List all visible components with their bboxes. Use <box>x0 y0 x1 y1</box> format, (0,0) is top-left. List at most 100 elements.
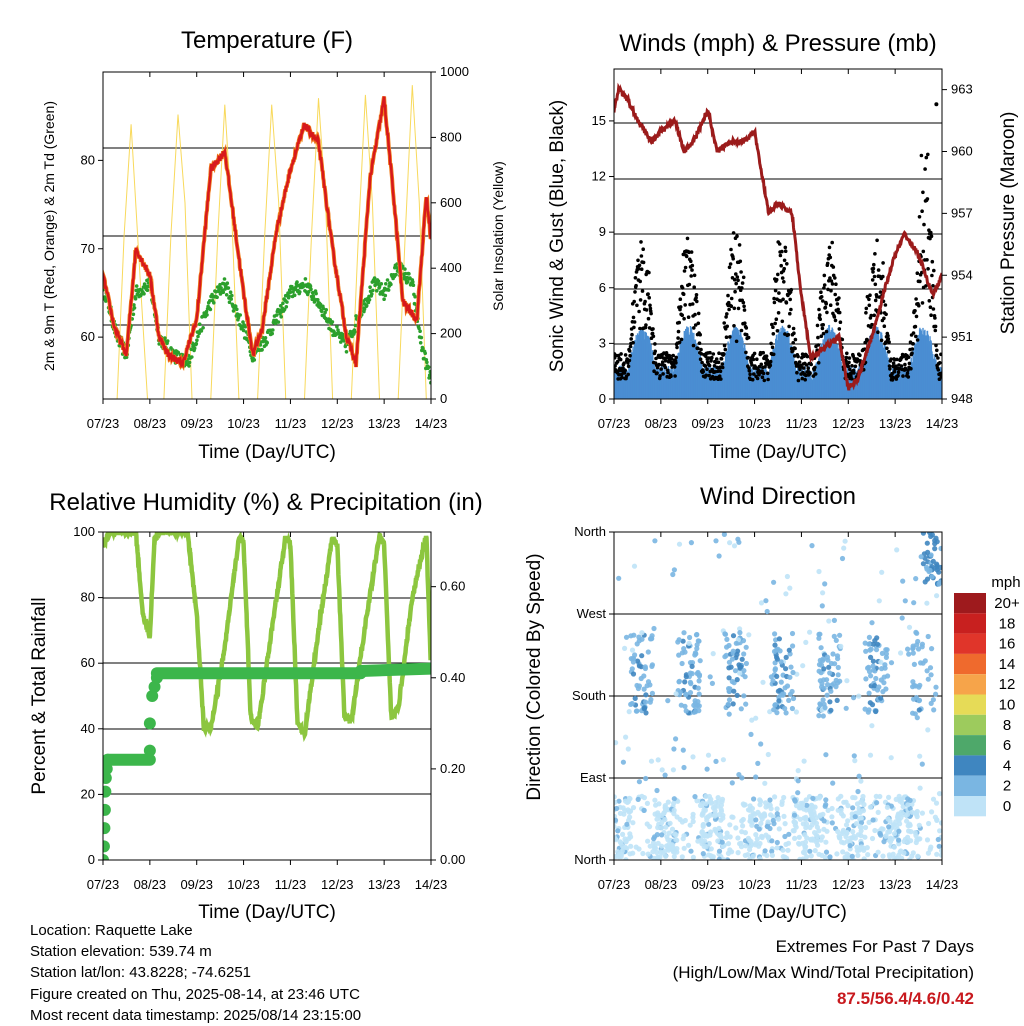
x-tick-label: 12/23 <box>321 877 354 892</box>
direction-point <box>807 824 813 831</box>
gust-point <box>873 282 878 287</box>
direction-point <box>741 651 747 657</box>
direction-point <box>849 835 856 841</box>
gust-point <box>920 209 924 213</box>
gust-point <box>884 312 888 317</box>
direction-point <box>885 816 891 822</box>
direction-point <box>643 692 649 698</box>
direction-point <box>643 775 649 782</box>
direction-point <box>833 637 839 644</box>
direction-point <box>636 663 643 669</box>
dewpoint-point <box>287 294 291 299</box>
gust-point <box>746 355 750 360</box>
direction-point <box>789 705 796 712</box>
direction-point <box>734 677 740 683</box>
dewpoint-point <box>238 313 242 317</box>
direction-point <box>679 854 685 860</box>
gust-point <box>627 349 632 353</box>
gust-point <box>699 352 704 356</box>
gust-point <box>905 371 910 376</box>
direction-point <box>678 702 684 708</box>
x-tick-label: 11/23 <box>275 877 307 892</box>
direction-point <box>828 707 834 713</box>
direction-point <box>726 675 732 681</box>
gust-point <box>817 307 821 312</box>
direction-point <box>839 830 845 837</box>
direction-point <box>823 849 830 855</box>
gust-point <box>778 253 783 258</box>
direction-point <box>916 822 922 828</box>
gust-point <box>823 305 828 310</box>
direction-point <box>886 852 893 858</box>
direction-point <box>681 833 687 839</box>
direction-point <box>911 600 917 606</box>
dewpoint-point <box>330 320 335 324</box>
direction-point <box>870 817 876 823</box>
direction-point <box>852 758 858 764</box>
gust-point <box>647 295 651 300</box>
gust-point <box>921 249 926 254</box>
direction-point <box>861 856 867 860</box>
direction-point <box>826 618 832 624</box>
gust-point <box>933 316 937 320</box>
gust-point <box>815 323 820 328</box>
dewpoint-point <box>194 341 199 346</box>
dewpoint-point <box>132 303 136 307</box>
direction-point <box>727 847 733 853</box>
direction-point <box>740 823 746 829</box>
direction-point <box>694 642 700 648</box>
direction-point <box>888 755 894 761</box>
direction-point <box>748 815 754 822</box>
direction-point <box>775 688 782 694</box>
direction-point <box>795 768 801 774</box>
gust-point <box>864 306 869 311</box>
direction-point <box>816 662 823 668</box>
direction-point <box>913 839 919 846</box>
gust-point <box>717 351 721 356</box>
direction-point <box>860 808 867 814</box>
gust-point <box>780 249 784 254</box>
y-tick-label: South <box>572 688 606 703</box>
direction-point <box>802 832 808 838</box>
direction-point <box>726 686 732 692</box>
direction-point <box>687 670 694 676</box>
direction-point <box>852 814 858 820</box>
temperature-series <box>103 85 431 399</box>
direction-point <box>690 814 696 821</box>
dewpoint-point <box>308 284 313 289</box>
direction-point <box>671 800 677 806</box>
direction-point <box>647 843 653 849</box>
gust-point <box>876 268 881 272</box>
gust-point <box>921 190 925 195</box>
gust-point <box>885 346 889 351</box>
gust-point <box>833 292 837 297</box>
direction-point <box>622 844 629 851</box>
direction-point <box>639 630 645 636</box>
direction-point <box>614 799 618 805</box>
gust-point <box>707 356 711 360</box>
direction-point <box>862 834 868 840</box>
direction-point <box>630 820 636 826</box>
legend-title: mph <box>991 574 1020 591</box>
direction-point <box>718 834 724 840</box>
direction-point <box>723 834 729 841</box>
legend-swatch <box>954 653 986 675</box>
direction-point <box>636 634 642 640</box>
direction-point <box>823 797 829 803</box>
direction-point <box>912 711 918 717</box>
direction-point <box>858 778 864 784</box>
gust-point <box>690 302 695 306</box>
direction-point <box>743 701 749 707</box>
direction-point <box>700 810 706 817</box>
direction-point <box>737 670 743 676</box>
direction-point <box>864 845 870 851</box>
gust-point <box>875 295 879 299</box>
direction-point <box>935 836 941 843</box>
direction-point <box>747 846 753 853</box>
direction-point <box>778 679 784 685</box>
direction-point <box>896 817 902 824</box>
gust-point <box>911 331 916 335</box>
dewpoint-point <box>263 336 268 340</box>
direction-point <box>683 692 689 698</box>
direction-point <box>627 851 633 857</box>
